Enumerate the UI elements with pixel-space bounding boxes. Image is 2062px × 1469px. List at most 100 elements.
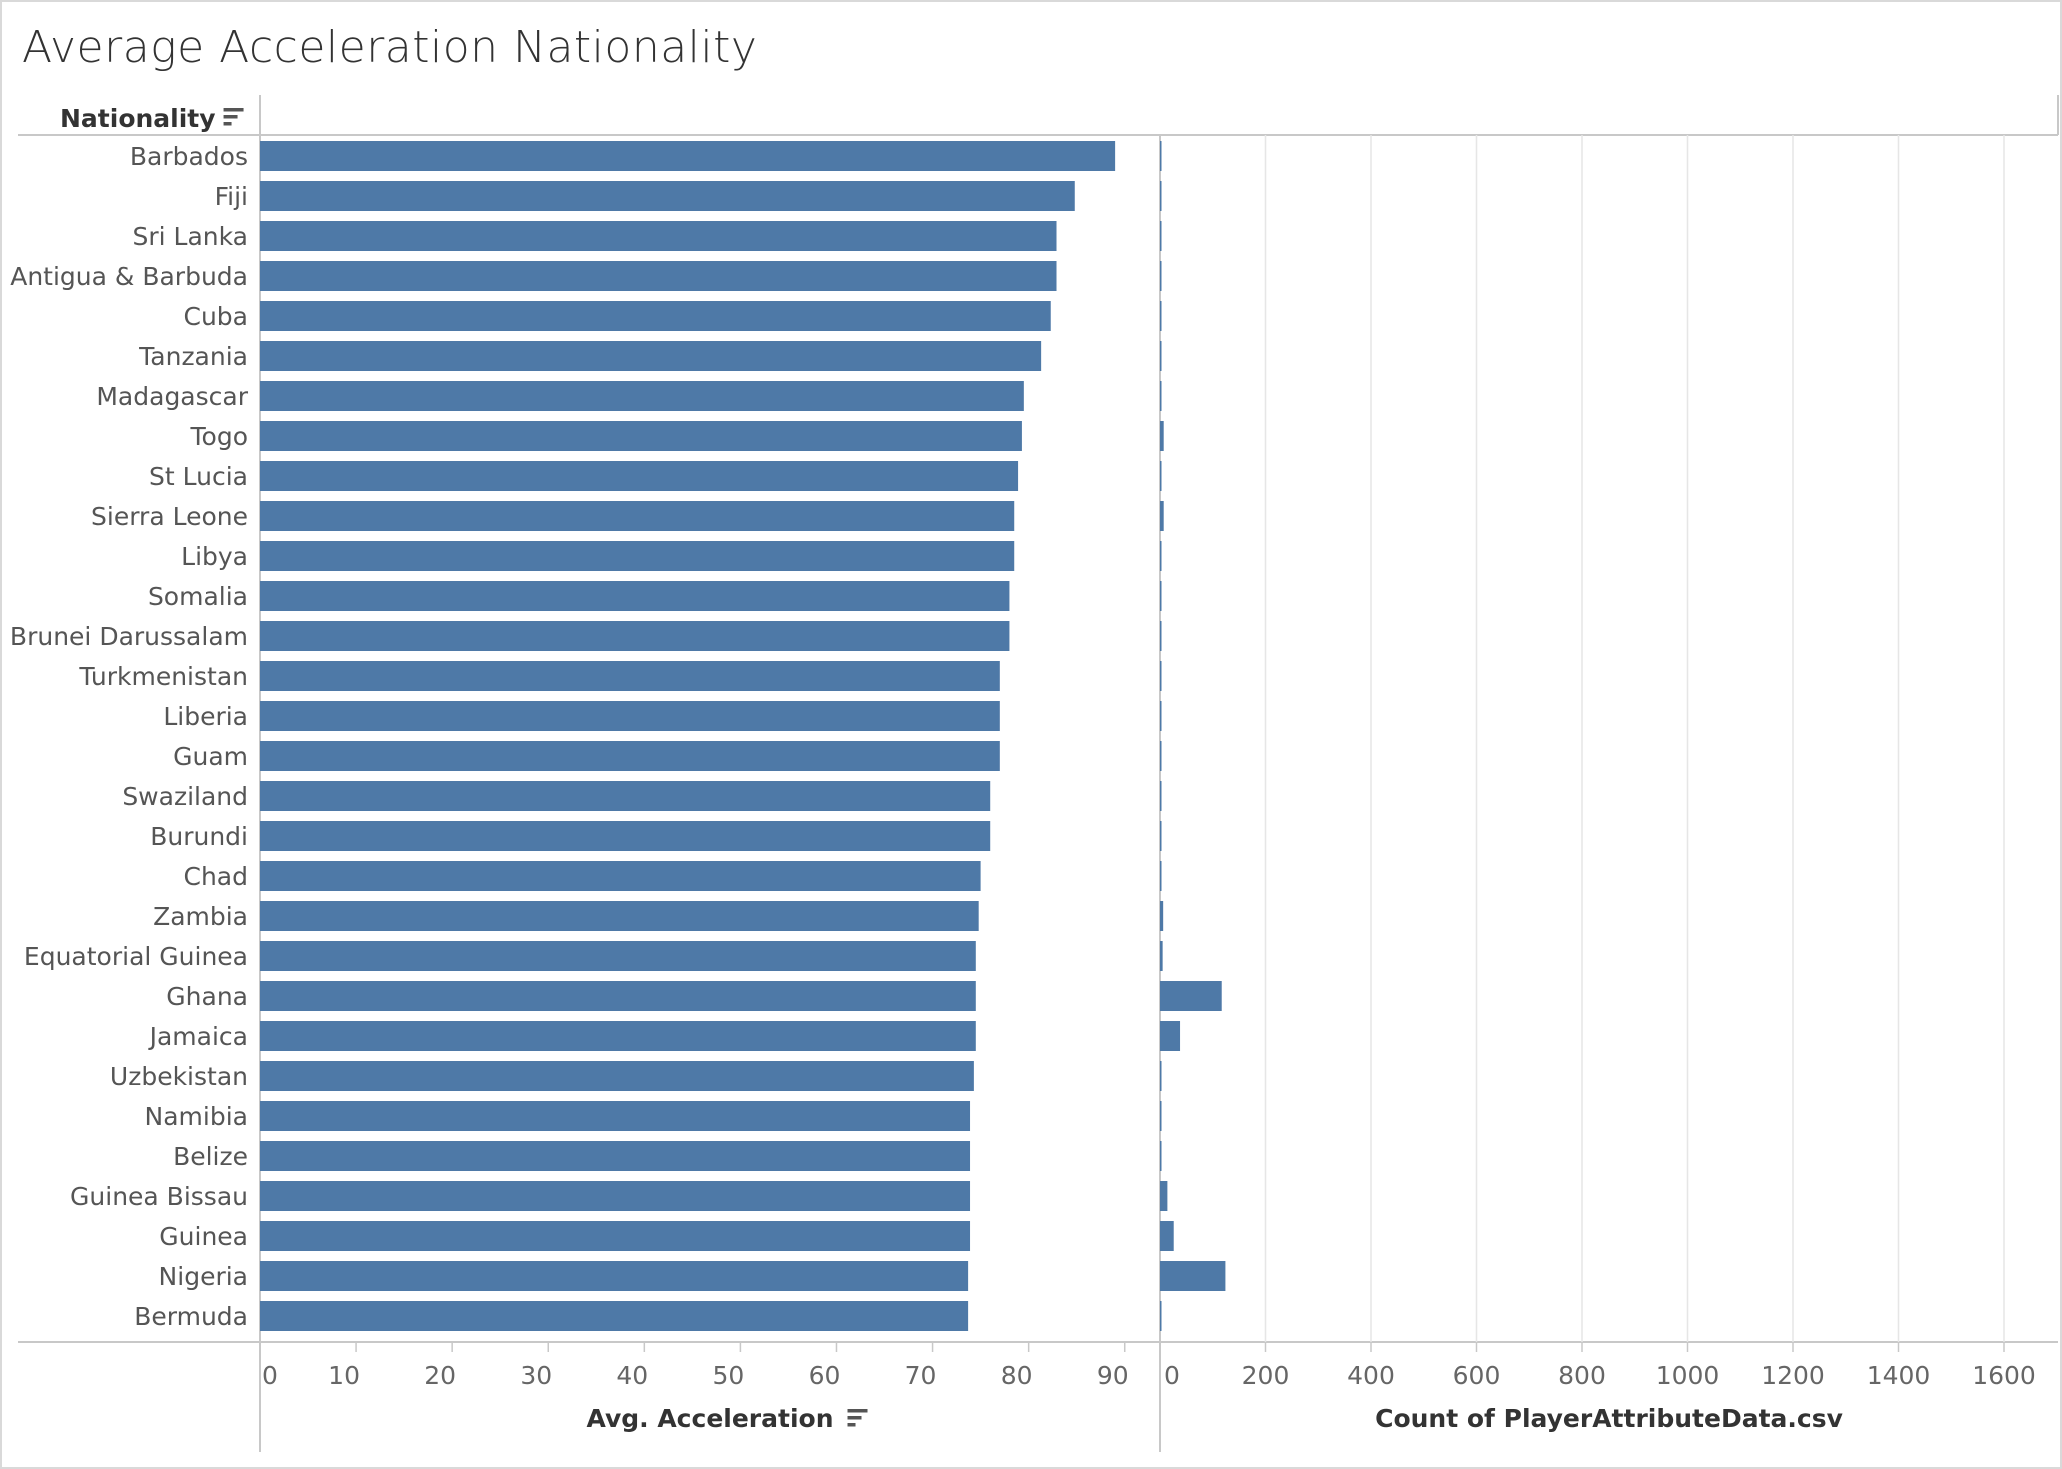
- bar-count[interactable]: [1160, 981, 1222, 1011]
- bar-avg-acceleration[interactable]: [260, 141, 1116, 171]
- bar-avg-acceleration[interactable]: [260, 621, 1010, 651]
- bar-count[interactable]: [1160, 1261, 1226, 1291]
- bar-avg-acceleration[interactable]: [260, 1221, 971, 1251]
- row-label-nationality[interactable]: Uzbekistan: [110, 1062, 248, 1091]
- bar-count[interactable]: [1160, 341, 1162, 371]
- bar-avg-acceleration[interactable]: [260, 1301, 969, 1331]
- bar-count[interactable]: [1160, 1181, 1168, 1211]
- bar-avg-acceleration[interactable]: [260, 1021, 976, 1051]
- bar-avg-acceleration[interactable]: [260, 981, 976, 1011]
- bar-avg-acceleration[interactable]: [260, 221, 1057, 251]
- bar-count[interactable]: [1160, 741, 1162, 771]
- bar-avg-acceleration[interactable]: [260, 1141, 971, 1171]
- row-label-nationality[interactable]: Burundi: [150, 822, 248, 851]
- bar-count[interactable]: [1160, 461, 1162, 491]
- bar-count[interactable]: [1160, 421, 1164, 451]
- bar-count[interactable]: [1160, 901, 1164, 931]
- bar-avg-acceleration[interactable]: [260, 461, 1019, 491]
- row-label-nationality[interactable]: Sierra Leone: [91, 502, 248, 531]
- row-label-nationality[interactable]: Brunei Darussalam: [10, 622, 248, 651]
- row-label-nationality[interactable]: Somalia: [148, 582, 248, 611]
- bar-avg-acceleration[interactable]: [260, 581, 1010, 611]
- bar-avg-acceleration[interactable]: [260, 261, 1057, 291]
- bar-count[interactable]: [1160, 621, 1162, 651]
- x-tick-label: 0: [1164, 1361, 1180, 1390]
- row-label-nationality[interactable]: Namibia: [145, 1102, 248, 1131]
- bar-avg-acceleration[interactable]: [260, 1181, 971, 1211]
- row-label-nationality[interactable]: Liberia: [163, 702, 248, 731]
- row-label-nationality[interactable]: Libya: [181, 542, 248, 571]
- bar-avg-acceleration[interactable]: [260, 781, 991, 811]
- bar-count[interactable]: [1160, 581, 1162, 611]
- row-label-nationality[interactable]: Guinea: [159, 1222, 248, 1251]
- bar-count[interactable]: [1160, 1301, 1162, 1331]
- bar-count[interactable]: [1160, 1061, 1162, 1091]
- x-tick-label: 200: [1242, 1361, 1290, 1390]
- bar-count[interactable]: [1160, 141, 1162, 171]
- bar-avg-acceleration[interactable]: [260, 1061, 974, 1091]
- row-label-nationality[interactable]: Fiji: [215, 182, 248, 211]
- bar-count[interactable]: [1160, 221, 1162, 251]
- bar-count[interactable]: [1160, 941, 1163, 971]
- row-label-nationality[interactable]: Cuba: [184, 302, 249, 331]
- row-label-nationality[interactable]: Togo: [190, 422, 248, 451]
- row-label-nationality[interactable]: Nigeria: [159, 1262, 248, 1291]
- row-label-nationality[interactable]: Zambia: [153, 902, 248, 931]
- bar-count[interactable]: [1160, 1101, 1162, 1131]
- row-label-nationality[interactable]: Equatorial Guinea: [24, 942, 248, 971]
- row-label-nationality[interactable]: St Lucia: [149, 462, 248, 491]
- row-label-nationality[interactable]: Antigua & Barbuda: [10, 262, 248, 291]
- bar-avg-acceleration[interactable]: [260, 541, 1015, 571]
- bar-count[interactable]: [1160, 501, 1164, 531]
- x-tick-label: 600: [1453, 1361, 1501, 1390]
- row-label-nationality[interactable]: Swaziland: [122, 782, 248, 811]
- bar-count[interactable]: [1160, 261, 1162, 291]
- bar-count[interactable]: [1160, 1221, 1174, 1251]
- bar-avg-acceleration[interactable]: [260, 1261, 969, 1291]
- row-label-nationality[interactable]: Turkmenistan: [78, 662, 248, 691]
- sort-descending-icon[interactable]: [847, 1409, 868, 1427]
- bar-count[interactable]: [1160, 661, 1162, 691]
- x-tick-label: 800: [1558, 1361, 1606, 1390]
- bar-count[interactable]: [1160, 181, 1162, 211]
- bar-count[interactable]: [1160, 1141, 1162, 1171]
- row-label-nationality[interactable]: Sri Lanka: [133, 222, 249, 251]
- bar-avg-acceleration[interactable]: [260, 701, 1000, 731]
- bar-avg-acceleration[interactable]: [260, 901, 979, 931]
- bar-avg-acceleration[interactable]: [260, 421, 1022, 451]
- row-label-nationality[interactable]: Ghana: [166, 982, 248, 1011]
- avg-acceleration-axis-title[interactable]: Avg. Acceleration: [586, 1404, 833, 1433]
- bar-count[interactable]: [1160, 701, 1162, 731]
- row-label-nationality[interactable]: Chad: [184, 862, 249, 891]
- bar-avg-acceleration[interactable]: [260, 661, 1000, 691]
- row-label-nationality[interactable]: Guam: [173, 742, 248, 771]
- row-label-nationality[interactable]: Barbados: [130, 142, 248, 171]
- bar-count[interactable]: [1160, 541, 1162, 571]
- bar-avg-acceleration[interactable]: [260, 341, 1042, 371]
- row-label-nationality[interactable]: Guinea Bissau: [70, 1182, 248, 1211]
- row-label-nationality[interactable]: Madagascar: [96, 382, 248, 411]
- bar-avg-acceleration[interactable]: [260, 741, 1000, 771]
- bar-avg-acceleration[interactable]: [260, 1101, 971, 1131]
- bar-avg-acceleration[interactable]: [260, 501, 1015, 531]
- sort-descending-icon[interactable]: [223, 108, 244, 126]
- row-label-nationality[interactable]: Jamaica: [148, 1022, 248, 1051]
- bar-count[interactable]: [1160, 381, 1162, 411]
- bar-count[interactable]: [1160, 781, 1162, 811]
- bar-avg-acceleration[interactable]: [260, 301, 1051, 331]
- bar-count[interactable]: [1160, 301, 1162, 331]
- bar-count[interactable]: [1160, 1021, 1181, 1051]
- nationality-header-label[interactable]: Nationality: [60, 104, 216, 133]
- bar-avg-acceleration[interactable]: [260, 821, 991, 851]
- row-label-nationality[interactable]: Bermuda: [134, 1302, 248, 1331]
- row-label-nationality[interactable]: Belize: [173, 1142, 248, 1171]
- bar-avg-acceleration[interactable]: [260, 941, 976, 971]
- bar-count[interactable]: [1160, 821, 1162, 851]
- row-label-nationality[interactable]: Tanzania: [138, 342, 248, 371]
- bar-avg-acceleration[interactable]: [260, 861, 981, 891]
- bar-avg-acceleration[interactable]: [260, 181, 1075, 211]
- bar-count[interactable]: [1160, 861, 1162, 891]
- bar-avg-acceleration[interactable]: [260, 381, 1024, 411]
